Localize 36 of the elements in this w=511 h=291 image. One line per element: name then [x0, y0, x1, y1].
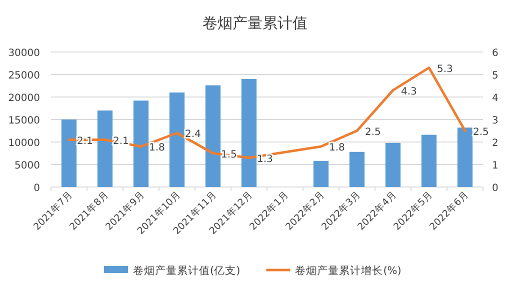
chart-title: 卷烟产量累计值 — [202, 14, 308, 32]
bar — [349, 152, 365, 187]
y-tick-label: 15000 — [8, 116, 40, 126]
bar — [313, 160, 329, 187]
y-tick-label: 30000 — [8, 48, 40, 59]
y2-tick-label: 0 — [492, 183, 498, 194]
bar — [97, 110, 113, 187]
y-tick-label: 20000 — [8, 93, 40, 104]
data-label: 2.4 — [185, 129, 201, 140]
bar — [61, 120, 77, 187]
bar — [457, 128, 473, 187]
y2-tick-label: 4 — [492, 93, 498, 104]
y-tick-label: 0 — [34, 183, 40, 194]
data-label: 2.5 — [365, 126, 381, 138]
y2-tick-label: 5 — [492, 70, 498, 82]
data-label: 4.3 — [401, 86, 417, 98]
bar — [205, 85, 221, 187]
data-label: 1.3 — [257, 154, 273, 165]
bar — [241, 79, 257, 187]
y2-tick-label: 3 — [492, 116, 498, 126]
data-label: 1.8 — [149, 142, 165, 154]
y2-tick-label: 1 — [492, 160, 498, 172]
bar — [421, 134, 437, 187]
bar — [133, 100, 149, 187]
y-tick-label: 10000 — [8, 138, 40, 149]
bar — [385, 142, 401, 187]
legend-label: 卷烟产量累计值(亿支) — [133, 264, 240, 277]
data-label: 1.8 — [329, 142, 345, 154]
data-label: 5.3 — [437, 64, 453, 75]
bar — [169, 92, 185, 187]
y2-tick-label: 2 — [492, 138, 498, 149]
y2-tick-label: 6 — [492, 48, 498, 59]
y-tick-label: 25000 — [8, 70, 40, 82]
y-tick-label: 5000 — [14, 160, 40, 172]
data-label: 2.5 — [473, 126, 489, 138]
legend-label: 卷烟产量累计增长(%) — [295, 264, 402, 277]
